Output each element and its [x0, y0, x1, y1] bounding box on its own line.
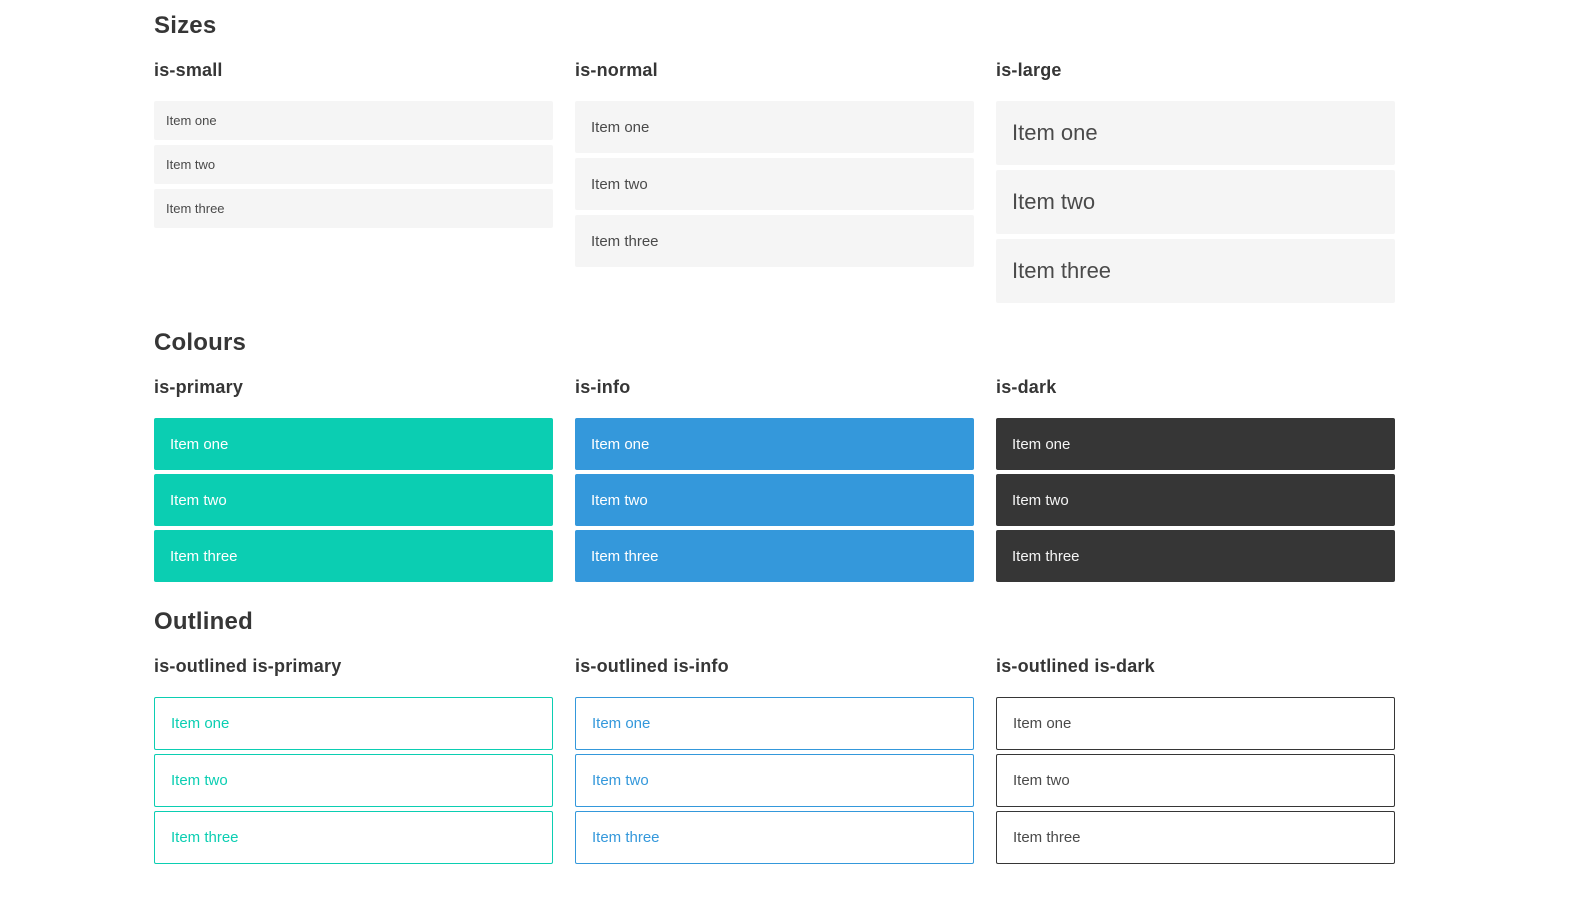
list-item[interactable]: Item one: [996, 697, 1395, 750]
group-label-is-primary: is-primary: [154, 377, 244, 397]
outlined-grid: is-outlined is-primary Item one Item two…: [154, 656, 1395, 864]
group-is-outlined-is-dark: is-outlined is-dark Item one Item two It…: [996, 656, 1395, 864]
list-item[interactable]: Item two: [996, 754, 1395, 807]
item-list-outlined-dark: Item one Item two Item three: [996, 697, 1395, 864]
group-label-is-outlined-is-primary: is-outlined is-primary: [154, 656, 342, 676]
list-item[interactable]: Item one: [996, 418, 1395, 470]
list-item[interactable]: Item three: [996, 530, 1395, 582]
list-item[interactable]: Item three: [575, 215, 974, 267]
section-title-sizes: Sizes: [154, 12, 217, 39]
item-list-large: Item one Item two Item three: [996, 101, 1395, 303]
section-title-outlined: Outlined: [154, 608, 253, 635]
group-is-large: is-large Item one Item two Item three: [996, 60, 1395, 303]
section-colours: Colours is-primary Item one Item two Ite…: [154, 329, 1395, 582]
sizes-grid: is-small Item one Item two Item three is…: [154, 60, 1395, 303]
group-is-small: is-small Item one Item two Item three: [154, 60, 553, 228]
group-is-dark: is-dark Item one Item two Item three: [996, 377, 1395, 582]
list-item[interactable]: Item two: [154, 474, 553, 526]
group-label-is-info: is-info: [575, 377, 631, 397]
group-label-is-small: is-small: [154, 60, 223, 80]
list-item[interactable]: Item one: [575, 101, 974, 153]
list-item[interactable]: Item one: [575, 418, 974, 470]
list-item[interactable]: Item one: [154, 697, 553, 750]
item-list-outlined-info: Item one Item two Item three: [575, 697, 974, 864]
list-item[interactable]: Item three: [575, 530, 974, 582]
group-is-primary: is-primary Item one Item two Item three: [154, 377, 553, 582]
section-sizes: Sizes is-small Item one Item two Item th…: [154, 12, 1395, 303]
section-title-colours: Colours: [154, 329, 247, 356]
group-label-is-normal: is-normal: [575, 60, 658, 80]
group-is-outlined-is-primary: is-outlined is-primary Item one Item two…: [154, 656, 553, 864]
section-outlined: Outlined is-outlined is-primary Item one…: [154, 608, 1395, 864]
group-label-is-large: is-large: [996, 60, 1062, 80]
list-item[interactable]: Item three: [154, 811, 553, 864]
list-item[interactable]: Item three: [996, 239, 1395, 303]
colours-grid: is-primary Item one Item two Item three …: [154, 377, 1395, 582]
group-label-is-dark: is-dark: [996, 377, 1057, 397]
list-item[interactable]: Item two: [154, 145, 553, 184]
group-label-is-outlined-is-info: is-outlined is-info: [575, 656, 729, 676]
list-item[interactable]: Item one: [996, 101, 1395, 165]
item-list-normal: Item one Item two Item three: [575, 101, 974, 267]
list-item[interactable]: Item three: [575, 811, 974, 864]
group-is-normal: is-normal Item one Item two Item three: [575, 60, 974, 267]
group-label-is-outlined-is-dark: is-outlined is-dark: [996, 656, 1155, 676]
list-item[interactable]: Item two: [575, 474, 974, 526]
item-list-dark: Item one Item two Item three: [996, 418, 1395, 582]
list-item[interactable]: Item three: [996, 811, 1395, 864]
group-is-outlined-is-info: is-outlined is-info Item one Item two It…: [575, 656, 974, 864]
group-is-info: is-info Item one Item two Item three: [575, 377, 974, 582]
item-list-small: Item one Item two Item three: [154, 101, 553, 228]
list-item[interactable]: Item one: [154, 418, 553, 470]
item-list-outlined-primary: Item one Item two Item three: [154, 697, 553, 864]
list-item[interactable]: Item one: [575, 697, 974, 750]
list-item[interactable]: Item three: [154, 189, 553, 228]
item-list-primary: Item one Item two Item three: [154, 418, 553, 582]
list-item[interactable]: Item two: [996, 170, 1395, 234]
list-item[interactable]: Item two: [575, 158, 974, 210]
list-item[interactable]: Item three: [154, 530, 553, 582]
list-item[interactable]: Item two: [575, 754, 974, 807]
list-item[interactable]: Item two: [154, 754, 553, 807]
item-list-info: Item one Item two Item three: [575, 418, 974, 582]
list-item[interactable]: Item two: [996, 474, 1395, 526]
list-item[interactable]: Item one: [154, 101, 553, 140]
